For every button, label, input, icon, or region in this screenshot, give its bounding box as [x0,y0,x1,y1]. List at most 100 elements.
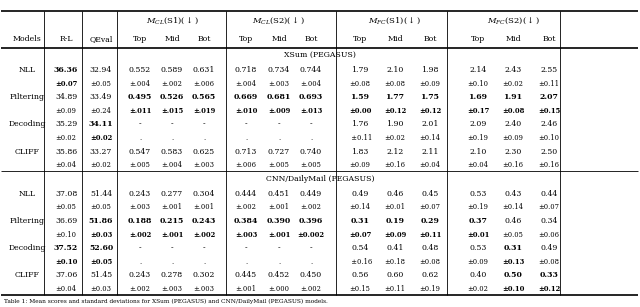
Text: 0.44: 0.44 [540,190,557,198]
Text: .: . [310,258,312,266]
Text: 51.44: 51.44 [90,190,112,198]
Text: -: - [310,244,312,252]
Text: QEval: QEval [90,35,113,43]
Text: ±.001: ±.001 [161,231,183,239]
Text: ±0.13: ±0.13 [502,258,524,266]
Text: 0.243: 0.243 [129,271,151,279]
Text: ±0.16: ±0.16 [502,161,524,169]
Text: 0.33: 0.33 [540,271,559,279]
Text: 2.14: 2.14 [469,66,486,74]
Text: ±0.02: ±0.02 [385,134,405,142]
Text: 37.06: 37.06 [55,271,77,279]
Text: 0.452: 0.452 [268,271,290,279]
Text: ±0.01: ±0.01 [385,203,406,211]
Text: ±.009: ±.009 [268,107,290,115]
Text: ±0.04: ±0.04 [56,285,77,293]
Text: 0.29: 0.29 [420,217,440,225]
Text: ±0.07: ±0.07 [55,80,77,88]
Text: R-L: R-L [60,35,73,43]
Text: 0.41: 0.41 [387,244,404,252]
Text: 2.12: 2.12 [387,148,404,156]
Text: 0.444: 0.444 [235,190,257,198]
Text: 0.631: 0.631 [193,66,215,74]
Text: 1.98: 1.98 [421,66,438,74]
Text: ±.001: ±.001 [193,203,214,211]
Text: ±0.03: ±0.03 [90,285,111,293]
Text: 0.740: 0.740 [300,148,322,156]
Text: Mid: Mid [271,35,287,43]
Text: ±0.10: ±0.10 [502,285,524,293]
Text: 0.445: 0.445 [235,271,257,279]
Text: ±0.08: ±0.08 [538,258,559,266]
Text: Bot: Bot [197,35,211,43]
Text: $M_{FC}$(S1)($\downarrow$): $M_{FC}$(S1)($\downarrow$) [369,15,422,26]
Text: 0.49: 0.49 [351,190,369,198]
Text: 0.384: 0.384 [234,217,258,225]
Text: ±0.08: ±0.08 [419,258,440,266]
Text: 1.75: 1.75 [420,93,440,101]
Text: 35.29: 35.29 [55,120,77,128]
Text: Filtering: Filtering [10,217,45,225]
Text: ±0.08: ±0.08 [349,80,371,88]
Text: Mid: Mid [164,35,180,43]
Text: Mid: Mid [387,35,403,43]
Text: 0.547: 0.547 [129,148,151,156]
Text: ±.005: ±.005 [301,161,321,169]
Text: ±.006: ±.006 [236,161,257,169]
Text: 0.713: 0.713 [235,148,257,156]
Text: -: - [139,120,141,128]
Text: 0.278: 0.278 [161,271,183,279]
Text: 34.11: 34.11 [89,120,113,128]
Text: ±0.11: ±0.11 [419,231,441,239]
Text: Models: Models [13,35,42,43]
Text: 0.583: 0.583 [161,148,183,156]
Text: .: . [139,258,141,266]
Text: ±.003: ±.003 [269,80,289,88]
Text: 51.45: 51.45 [90,271,112,279]
Text: ±.001: ±.001 [236,285,257,293]
Text: ±.000: ±.000 [269,285,289,293]
Text: 2.01: 2.01 [421,120,438,128]
Text: 37.52: 37.52 [54,244,78,252]
Text: Filtering: Filtering [10,93,45,101]
Text: 0.50: 0.50 [504,271,522,279]
Text: ±0.02: ±0.02 [468,285,488,293]
Text: Table 1: Mean scores and standard deviations for XSum (PEGASUS) and CNN/DailyMai: Table 1: Mean scores and standard deviat… [4,298,328,304]
Text: 33.49: 33.49 [90,93,112,101]
Text: ±0.06: ±0.06 [538,231,559,239]
Text: NLL: NLL [19,190,35,198]
Text: 0.48: 0.48 [421,244,438,252]
Text: 0.54: 0.54 [351,244,369,252]
Text: ±.002: ±.002 [129,285,150,293]
Text: -: - [310,120,312,128]
Text: 1.76: 1.76 [351,120,369,128]
Text: 0.45: 0.45 [421,190,438,198]
Text: 2.46: 2.46 [540,120,557,128]
Text: 0.243: 0.243 [192,217,216,225]
Text: -: - [244,244,247,252]
Text: CNN/DailyMail (PEGASUS): CNN/DailyMail (PEGASUS) [266,175,374,183]
Text: ±.003: ±.003 [193,285,214,293]
Text: ±0.09: ±0.09 [468,258,488,266]
Text: ±0.18: ±0.18 [385,258,406,266]
Text: 0.718: 0.718 [235,66,257,74]
Text: ±0.16: ±0.16 [385,161,406,169]
Text: 0.304: 0.304 [193,190,215,198]
Text: ±.003: ±.003 [193,161,214,169]
Text: Top: Top [239,35,253,43]
Text: ±0.08: ±0.08 [385,80,406,88]
Text: ±.004: ±.004 [236,80,257,88]
Text: 36.36: 36.36 [54,66,78,74]
Text: 0.526: 0.526 [160,93,184,101]
Text: ±0.14: ±0.14 [419,134,440,142]
Text: ±0.17: ±0.17 [467,107,489,115]
Text: .: . [203,134,205,142]
Text: Decoding: Decoding [8,244,45,252]
Text: ±.003: ±.003 [161,285,182,293]
Text: ±0.07: ±0.07 [419,203,440,211]
Text: ±0.07: ±0.07 [349,231,371,239]
Text: ±.003: ±.003 [235,231,257,239]
Text: Top: Top [471,35,485,43]
Text: Top: Top [353,35,367,43]
Text: 1.90: 1.90 [387,120,404,128]
